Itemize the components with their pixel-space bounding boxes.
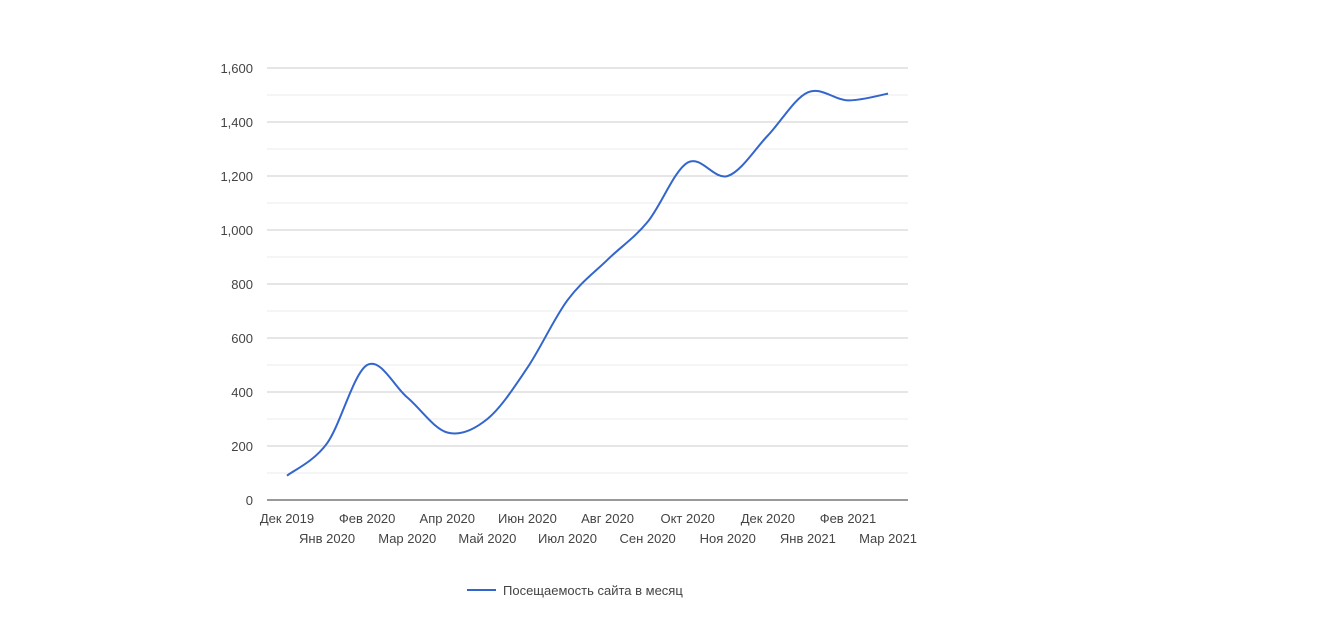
x-tick-label: Ноя 2020: [700, 531, 756, 546]
series-line: [286, 89, 889, 477]
x-tick-label: Фев 2020: [339, 511, 396, 526]
x-tick-label: Мар 2021: [859, 531, 917, 546]
y-tick-label: 400: [231, 385, 253, 400]
y-tick-label: 1,400: [220, 115, 253, 130]
y-tick-label: 800: [231, 277, 253, 292]
x-tick-label: Янв 2020: [299, 531, 355, 546]
x-tick-label: Июн 2020: [498, 511, 557, 526]
y-tick-label: 1,200: [220, 169, 253, 184]
x-tick-label: Сен 2020: [619, 531, 675, 546]
x-tick-label: Мар 2020: [378, 531, 436, 546]
x-tick-label: Апр 2020: [420, 511, 475, 526]
x-tick-label: Май 2020: [458, 531, 516, 546]
legend-label: Посещаемость сайта в месяц: [503, 583, 683, 598]
x-tick-label: Авг 2020: [581, 511, 634, 526]
x-tick-label: Фев 2021: [820, 511, 877, 526]
y-tick-label: 1,600: [220, 61, 253, 76]
y-tick-label: 200: [231, 439, 253, 454]
y-tick-label: 1,000: [220, 223, 253, 238]
x-tick-label: Окт 2020: [660, 511, 714, 526]
x-tick-label: Дек 2019: [260, 511, 314, 526]
y-tick-label: 600: [231, 331, 253, 346]
x-tick-label: Янв 2021: [780, 531, 836, 546]
y-tick-label: 0: [246, 493, 253, 508]
x-tick-label: Дек 2020: [741, 511, 795, 526]
x-tick-label: Июл 2020: [538, 531, 597, 546]
